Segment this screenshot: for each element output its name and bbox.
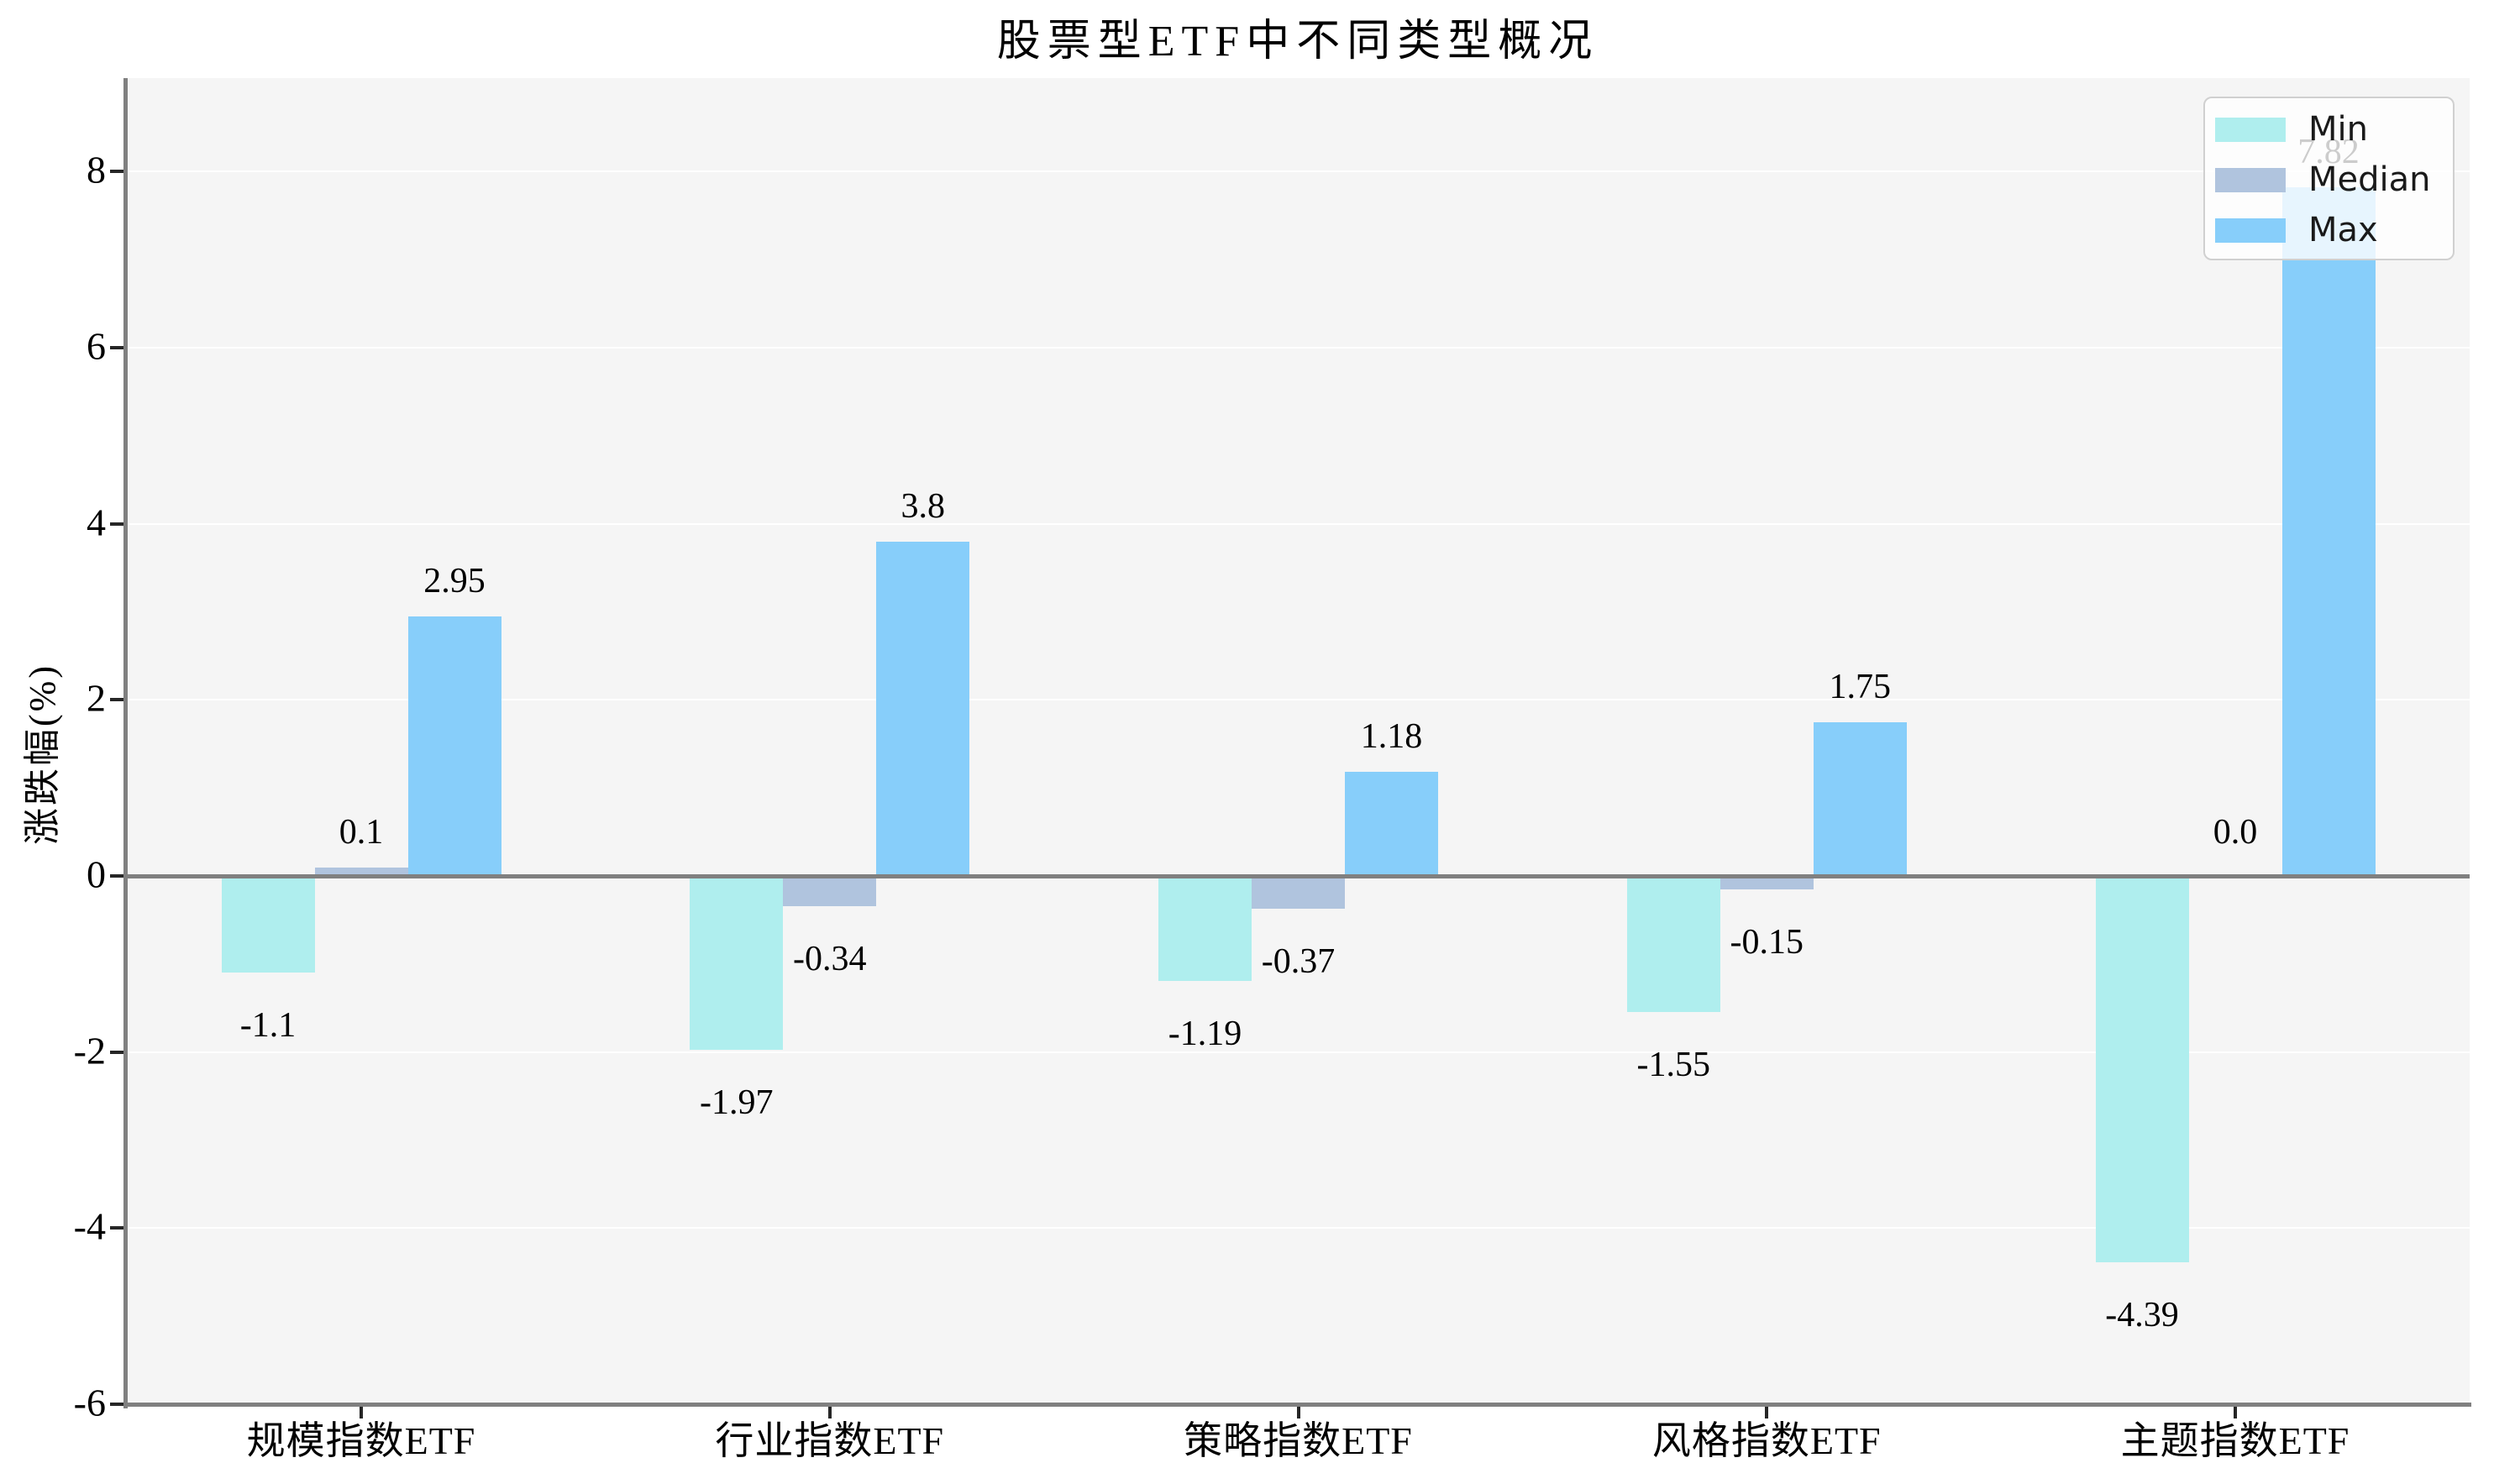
x-tick-mark (1296, 1406, 1300, 1418)
value-label: 2.95 (423, 561, 486, 600)
bar-median-0 (314, 867, 408, 876)
value-label: 1.18 (1360, 717, 1423, 757)
gridline (126, 1051, 2470, 1053)
value-label: -1.1 (239, 1006, 297, 1046)
value-label: -0.34 (793, 939, 867, 978)
legend-entry-median: Median (2215, 155, 2453, 205)
bar-max-0 (407, 616, 501, 876)
value-label: -1.19 (1168, 1014, 1242, 1053)
bar-median-3 (1720, 876, 1814, 889)
y-tick-label: -6 (73, 1381, 106, 1424)
y-tick-label: -4 (73, 1204, 106, 1248)
bar-median-2 (1252, 876, 1345, 909)
bar-min-1 (690, 876, 784, 1050)
y-tick-mark (110, 522, 123, 526)
y-tick-label: -2 (73, 1029, 106, 1072)
gridline (126, 699, 2470, 701)
y-tick-mark (110, 1402, 123, 1406)
bar-min-3 (1626, 876, 1720, 1013)
x-tick-label: 策略指数ETF (1184, 1419, 1413, 1462)
bar-max-3 (1813, 721, 1907, 876)
bar-median-1 (783, 876, 877, 906)
legend-label: Max (2308, 211, 2378, 249)
max-swatch (2215, 218, 2286, 243)
bar-min-0 (221, 876, 315, 973)
y-tick-mark (110, 170, 123, 174)
y-tick-label: 2 (87, 676, 106, 720)
x-tick-label: 主题指数ETF (2120, 1419, 2350, 1462)
bar-max-4 (2281, 187, 2376, 876)
legend-entry-min: Min (2215, 104, 2453, 155)
value-label: -0.37 (1261, 941, 1336, 981)
y-tick-label: 8 (87, 148, 106, 191)
y-tick-mark (110, 698, 123, 702)
x-tick-label: 行业指数ETF (715, 1419, 945, 1462)
legend-label: Min (2308, 110, 2368, 149)
gridline (126, 522, 2470, 525)
y-axis-spine (123, 78, 128, 1408)
y-tick-mark (110, 874, 123, 878)
value-label: 0.0 (2213, 813, 2258, 852)
x-tick-mark (360, 1406, 363, 1418)
x-tick-mark (2234, 1406, 2237, 1418)
y-tick-mark (110, 1226, 123, 1230)
chart-title: 股票型ETF中不同类型概况 (996, 18, 1599, 66)
x-tick-label: 风格指数ETF (1651, 1419, 1882, 1462)
gridline (126, 1227, 2470, 1230)
value-label: -1.55 (1636, 1046, 1711, 1085)
legend-entry-max: Max (2215, 205, 2453, 255)
plot-area (126, 78, 2470, 1404)
value-label: 0.1 (339, 812, 384, 852)
value-label: -4.39 (2105, 1296, 2179, 1335)
x-tick-mark (1765, 1406, 1769, 1418)
y-tick-mark (110, 1050, 123, 1054)
bar-min-2 (1158, 876, 1252, 981)
legend: Min Median Max (2203, 97, 2455, 260)
y-tick-mark (110, 346, 123, 350)
legend-label: Median (2308, 160, 2431, 199)
value-label: 1.75 (1829, 667, 1892, 706)
value-label: -0.15 (1730, 922, 1804, 962)
gridline (126, 347, 2470, 349)
y-tick-label: 4 (87, 501, 106, 544)
bar-min-4 (2095, 876, 2189, 1263)
value-label: 3.8 (900, 486, 946, 526)
value-label: -1.97 (700, 1083, 774, 1122)
min-swatch (2215, 117, 2286, 142)
bar-max-2 (1345, 772, 1438, 876)
x-tick-mark (827, 1406, 832, 1418)
median-swatch (2215, 167, 2286, 192)
y-tick-label: 6 (87, 324, 106, 368)
x-axis-spine (123, 1403, 2471, 1407)
gridline (126, 170, 2470, 173)
y-tick-label: 0 (87, 852, 106, 896)
zero-line (126, 874, 2470, 878)
x-tick-label: 规模指数ETF (246, 1419, 476, 1462)
bar-max-1 (876, 541, 970, 876)
